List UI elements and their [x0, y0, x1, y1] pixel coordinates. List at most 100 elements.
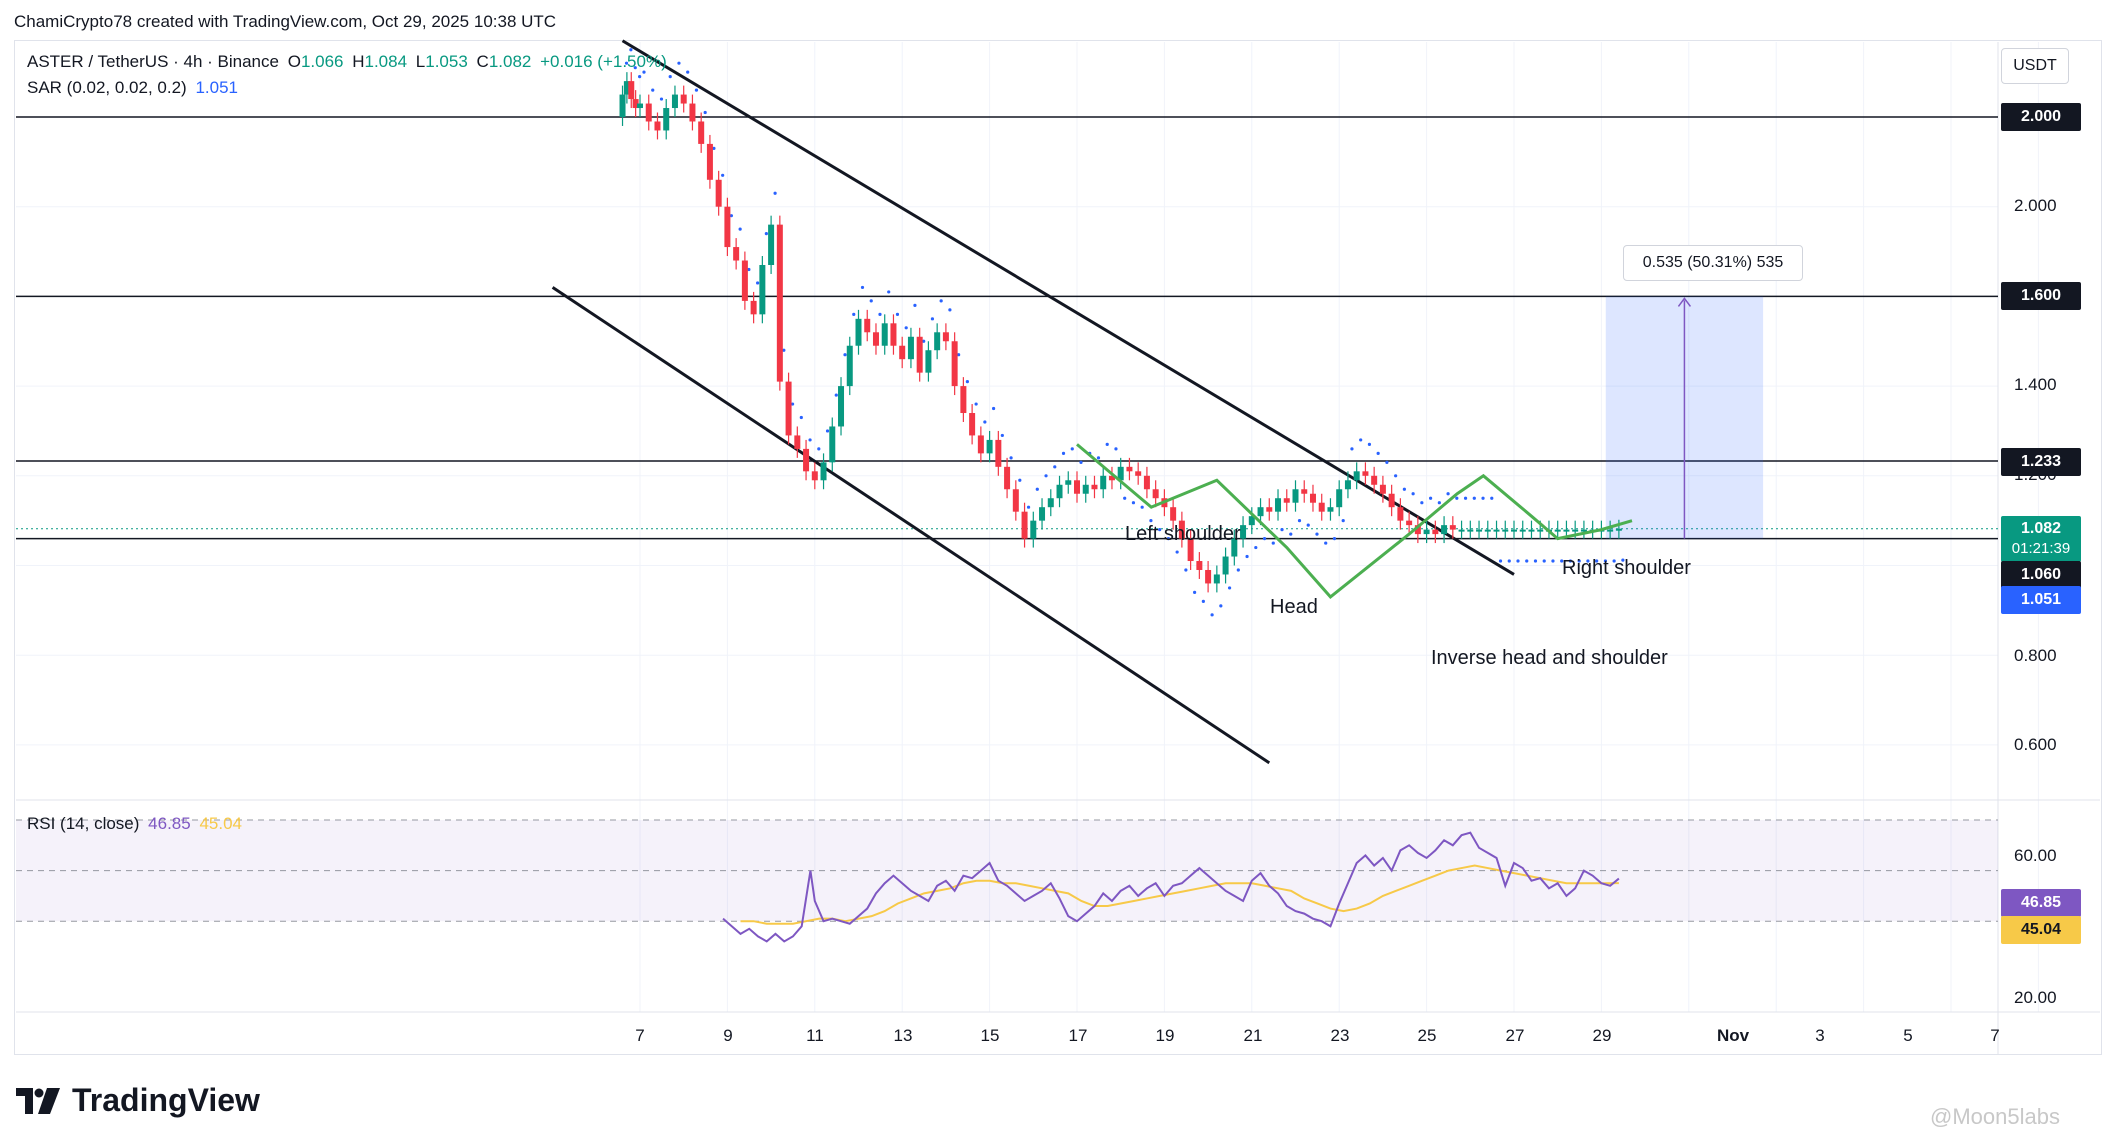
currency-button[interactable]: USDT [2001, 48, 2069, 84]
candle-body [663, 108, 670, 131]
sar-dot [1227, 586, 1232, 590]
left-shoulder-label: Left shoulder [1125, 523, 1241, 545]
candle-body [1388, 493, 1395, 508]
rsi-value: 46.85 [148, 814, 191, 833]
sar-dot [1210, 613, 1214, 617]
candle-body [1397, 507, 1404, 521]
rsi-legend[interactable]: RSI (14, close) 46.85 45.04 [27, 814, 242, 834]
change-value: +0.016 (+1.50%) [540, 52, 667, 71]
measure-arrowhead [1677, 297, 1692, 307]
sar-dot [790, 402, 795, 406]
sar-dot [1463, 496, 1468, 500]
sar-dot [808, 438, 812, 442]
sar-dot [1577, 559, 1581, 563]
sar-dot [694, 88, 699, 92]
symbol-name[interactable]: ASTER / TetherUS · 4h · Binance [27, 52, 279, 71]
sar-dot [1140, 505, 1144, 509]
candle-body [724, 206, 731, 248]
sar-dot [1096, 456, 1101, 460]
candle-body [680, 94, 687, 104]
sar-dot [1289, 532, 1293, 536]
pattern-label: Inverse head and shoulder [1431, 647, 1668, 669]
sar-dot [1402, 487, 1406, 491]
sar-dot [1376, 451, 1380, 455]
candle-body [750, 300, 757, 315]
sar-dot [1560, 559, 1564, 563]
sar-dot [1035, 487, 1039, 491]
x-tick-label: 21 [1243, 1026, 1263, 1045]
sar-dot [729, 214, 734, 218]
sar-dot [668, 75, 672, 79]
candle-body [1371, 475, 1378, 485]
sar-dot [1385, 460, 1389, 464]
close-value: 1.082 [488, 52, 532, 71]
candle-body [1205, 569, 1212, 584]
sar-dot [1219, 604, 1223, 608]
sar-dot [1044, 474, 1048, 478]
x-tick-label: 27 [1505, 1026, 1525, 1045]
sar-dot [756, 281, 760, 285]
sar-dot [983, 420, 987, 424]
candle-body [1537, 529, 1544, 532]
candle-body [1318, 502, 1325, 512]
sar-dot [642, 70, 646, 74]
candle-body [1476, 529, 1483, 532]
candle-body [1039, 507, 1046, 521]
candle-body [1091, 484, 1098, 490]
sar-dot [1411, 492, 1415, 496]
candle-body [986, 439, 993, 454]
sar-value: 1.051 [195, 78, 238, 97]
candle-body [1423, 529, 1430, 535]
sar-dot [860, 285, 865, 290]
candle-body [1301, 489, 1308, 494]
sar-dot [1131, 501, 1136, 505]
candle-body [890, 323, 897, 346]
candle-body [1563, 529, 1570, 532]
y-tick-label: 1.400 [2014, 375, 2057, 394]
tradingview-logo[interactable]: TradingView [16, 1082, 260, 1119]
candle-body [803, 448, 810, 472]
sar-dot [1236, 568, 1240, 572]
candle-body [1511, 529, 1517, 532]
sar-dot [651, 88, 655, 92]
x-tick-label: 15 [980, 1026, 1000, 1045]
bar-countdown: 01:21:39 [2011, 540, 2071, 557]
candle-body [1615, 528, 1622, 531]
sar-dot [686, 70, 690, 74]
sar-dot [1516, 559, 1520, 563]
sar-dot [1455, 496, 1459, 500]
candle-body [715, 179, 722, 207]
candle-body [1231, 538, 1238, 557]
sar-dot [974, 402, 978, 406]
candle-body [1467, 529, 1474, 532]
sar-dot [1254, 545, 1258, 550]
sar-dot [773, 191, 777, 195]
sar-dot [1070, 447, 1074, 451]
sar-legend[interactable]: SAR (0.02, 0.02, 0.2) 1.051 [27, 78, 238, 98]
channel-upper-line [621, 39, 1515, 576]
candle-body [907, 336, 914, 360]
x-tick-label: 29 [1592, 1026, 1612, 1045]
candle-body [1135, 471, 1142, 476]
x-tick-label: 3 [1815, 1026, 1825, 1045]
sar-dot [817, 447, 821, 451]
candle-body [1441, 525, 1448, 535]
sar-dot [1315, 532, 1319, 536]
candle-body [1528, 529, 1535, 532]
sar-dot [1245, 554, 1249, 559]
candle-body [654, 121, 661, 131]
y-tick-label: 2.000 [2014, 196, 2057, 215]
sar-dot [1603, 559, 1607, 563]
symbol-legend: ASTER / TetherUS · 4h · Binance O1.066 H… [27, 52, 667, 72]
candle-body [811, 471, 818, 481]
chart-frame [14, 40, 2102, 1055]
close-label: C [476, 52, 489, 71]
candle-body [1012, 489, 1019, 512]
high-label: H [352, 52, 365, 71]
sar-dot [1149, 519, 1153, 523]
candle-body [1056, 484, 1063, 499]
x-tick-label: 13 [893, 1026, 913, 1045]
candle-body [1047, 498, 1054, 508]
sar-dot [1533, 559, 1538, 563]
